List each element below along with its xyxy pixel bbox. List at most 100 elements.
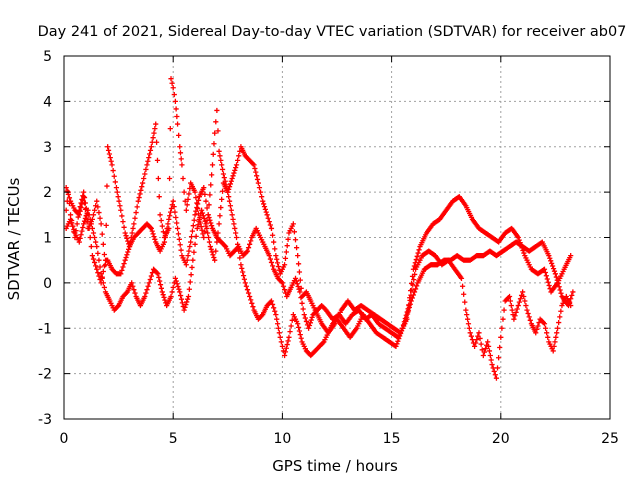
data-point — [247, 241, 253, 247]
data-point — [511, 316, 517, 322]
data-point — [415, 250, 421, 256]
data-point — [99, 275, 105, 281]
data-point — [97, 215, 103, 221]
data-point — [235, 157, 241, 163]
data-point — [212, 257, 218, 263]
data-point — [148, 273, 154, 279]
data-point — [121, 260, 127, 267]
data-point — [183, 302, 189, 308]
data-point — [547, 255, 553, 261]
data-point — [233, 234, 240, 241]
data-point — [546, 282, 552, 289]
data-point — [289, 317, 295, 323]
data-point — [185, 253, 191, 259]
data-point — [295, 283, 301, 290]
data-point — [261, 204, 268, 210]
data-point — [274, 260, 281, 266]
data-point — [144, 287, 150, 293]
y-tick-label: 0 — [43, 276, 52, 292]
data-point — [110, 167, 116, 174]
data-point — [552, 271, 558, 277]
data-point — [71, 226, 77, 233]
data-point — [308, 317, 314, 323]
data-point — [395, 338, 401, 344]
data-point — [79, 228, 85, 234]
data-point — [199, 210, 206, 216]
data-point — [167, 213, 173, 219]
data-point — [162, 297, 168, 303]
data-point — [568, 253, 574, 259]
data-point — [184, 202, 190, 208]
data-point — [410, 266, 417, 272]
data-point — [217, 153, 223, 159]
data-point — [534, 326, 540, 332]
data-point — [211, 254, 217, 261]
data-point — [137, 191, 143, 197]
data-point — [155, 271, 161, 277]
data-point — [552, 339, 558, 345]
data-point — [138, 187, 144, 193]
data-point — [509, 307, 515, 313]
data-point — [159, 223, 165, 229]
data-point — [272, 246, 278, 252]
data-point — [213, 248, 219, 254]
data-point — [520, 247, 526, 254]
data-point — [297, 332, 303, 338]
data-point — [123, 233, 129, 239]
data-point — [527, 317, 533, 323]
data-point — [130, 283, 136, 289]
data-point — [81, 189, 87, 195]
axis-ticks — [63, 55, 611, 420]
data-point — [155, 175, 161, 182]
data-point — [173, 106, 179, 112]
data-point — [508, 302, 514, 309]
data-point — [243, 249, 250, 255]
data-point — [253, 169, 259, 175]
data-point — [126, 243, 133, 250]
data-point — [180, 175, 186, 182]
data-point — [297, 289, 303, 295]
data-point — [101, 284, 108, 291]
data-point — [170, 198, 176, 204]
data-point — [230, 173, 236, 179]
data-point — [226, 184, 233, 190]
data-point — [96, 209, 102, 216]
data-point — [269, 301, 276, 308]
data-point — [170, 284, 176, 291]
data-point — [95, 270, 101, 276]
data-point — [244, 287, 251, 293]
data-point — [218, 157, 224, 163]
data-point — [254, 176, 261, 183]
data-point — [293, 245, 300, 251]
data-point — [88, 243, 94, 250]
data-point — [159, 289, 165, 295]
data-point — [222, 243, 228, 249]
data-point — [147, 147, 154, 153]
data-point — [557, 314, 563, 320]
data-point — [90, 230, 97, 236]
data-point — [156, 194, 162, 200]
data-point — [278, 339, 284, 345]
data-point — [523, 302, 529, 309]
data-point — [79, 196, 85, 202]
data-point — [131, 221, 137, 227]
data-point — [122, 257, 128, 263]
data-point — [199, 227, 205, 233]
data-point — [192, 212, 198, 218]
data-point — [81, 200, 88, 206]
data-point — [90, 256, 97, 262]
data-point — [468, 333, 474, 339]
data-point — [263, 209, 269, 215]
data-point — [188, 272, 194, 278]
data-point — [303, 318, 310, 325]
data-point — [558, 290, 564, 296]
data-point — [474, 336, 480, 343]
data-point — [266, 219, 272, 225]
data-point — [507, 298, 514, 304]
data-point — [221, 175, 227, 181]
data-point — [477, 335, 483, 342]
data-point — [194, 204, 200, 211]
data-point — [177, 150, 184, 156]
data-point — [144, 162, 150, 168]
data-point — [85, 207, 91, 213]
